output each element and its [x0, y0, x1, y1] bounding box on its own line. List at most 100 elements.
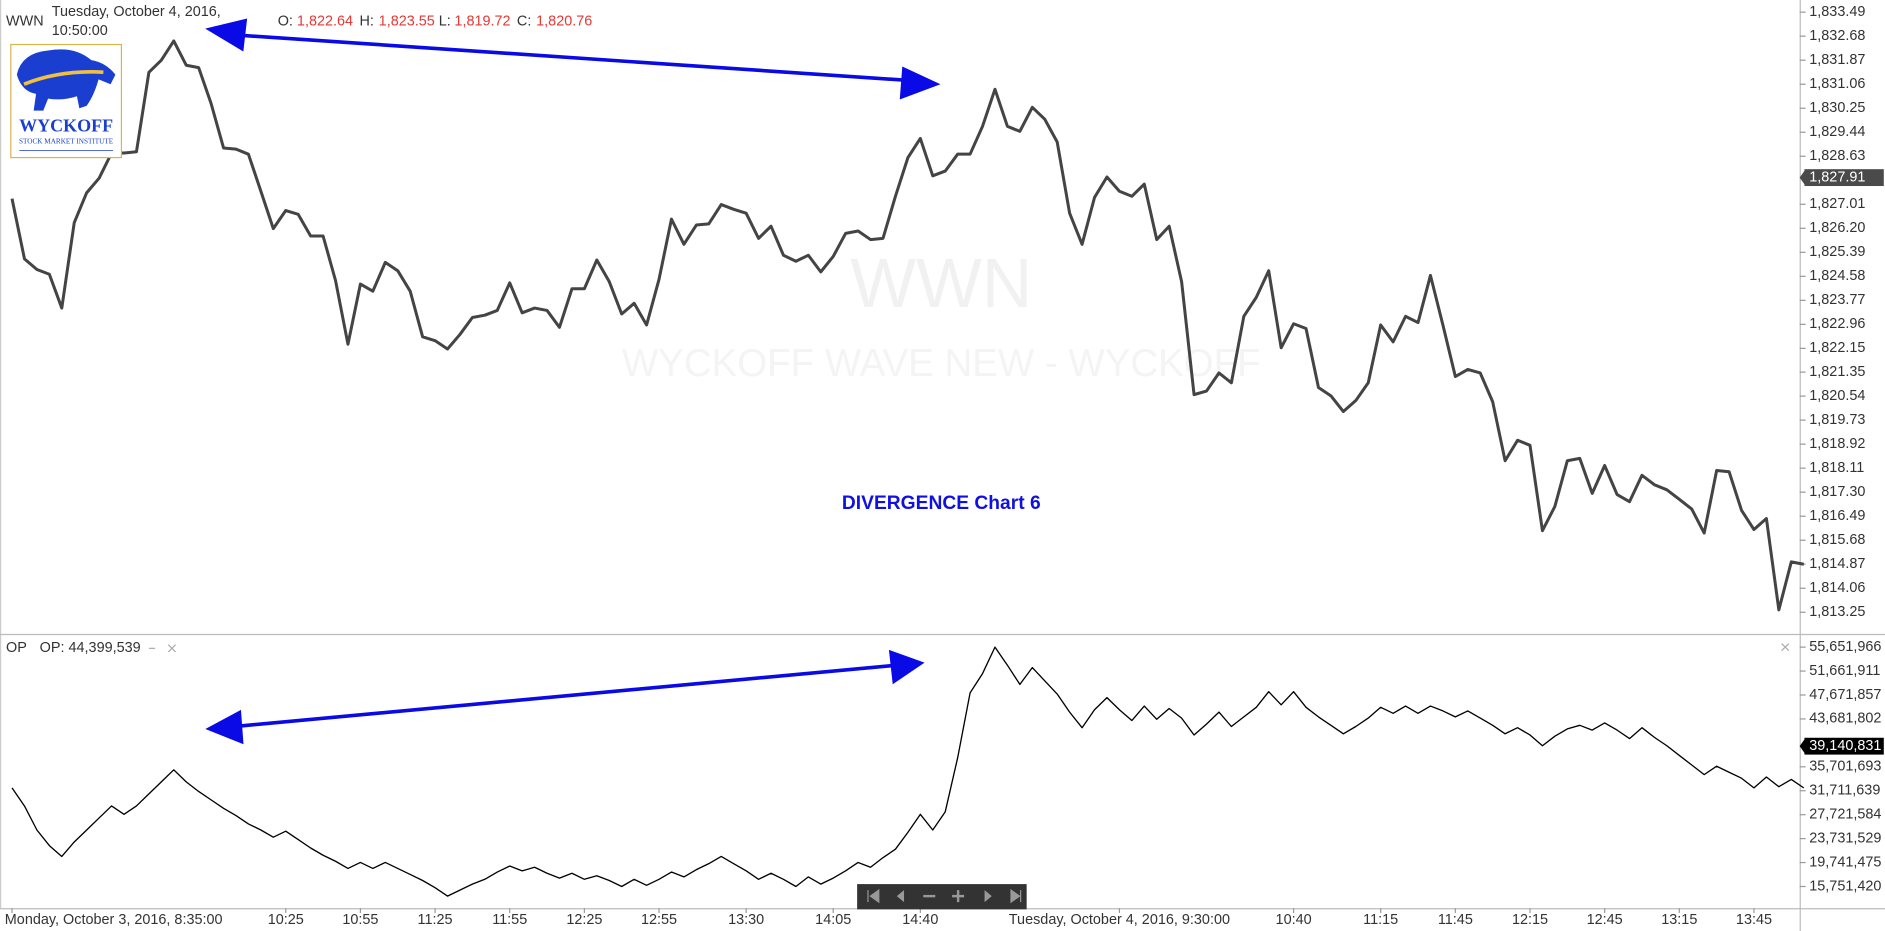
nav-zoom-in[interactable] — [952, 890, 965, 903]
nav-last[interactable] — [1010, 888, 1022, 904]
y-tick-label: 1,831.87 — [1809, 52, 1865, 68]
y-tick-label: 27,721,584 — [1809, 806, 1881, 822]
y-tick-label: 15,751,420 — [1809, 878, 1881, 894]
y-tick-label: 47,671,857 — [1809, 687, 1881, 703]
ohlc-value: 1,819.72 — [454, 13, 510, 29]
header-date: Tuesday, October 4, 2016, — [52, 4, 221, 20]
y-tick-label: 1,830.25 — [1809, 100, 1865, 116]
x-tick-label: 11:25 — [418, 912, 453, 928]
x-tick-label: 12:55 — [641, 912, 677, 928]
y-tick-label: 23,731,529 — [1809, 830, 1881, 846]
y-tick-label: 51,661,911 — [1809, 663, 1880, 679]
series-line — [11, 646, 1805, 897]
x-tick-label: Tuesday, October 4, 2016, 9:30:00 — [1009, 912, 1230, 928]
last-value-pointer — [1799, 169, 1806, 187]
nav-background — [857, 884, 1027, 910]
y-tick-label: 1,829.44 — [1809, 124, 1865, 140]
y-tick-label: 1,828.63 — [1809, 148, 1865, 164]
y-tick-label: 1,827.01 — [1809, 196, 1865, 212]
logo: WYCKOFF STOCK MARKET INSTITUTE — [10, 43, 123, 159]
nav-bar — [857, 884, 1027, 910]
last-value-box — [1804, 169, 1884, 187]
header-time: 10:50:00 — [52, 23, 108, 39]
x-tick-label: 11:15 — [1363, 912, 1398, 928]
y-tick-label: 55,651,966 — [1809, 639, 1881, 655]
y-tick-label: 1,820.54 — [1809, 388, 1865, 404]
plots: 1,833.49 1,832.68 1,831.87 1,831.06 1,830.25… — [5, 4, 1884, 928]
y-tick-label: 31,711,639 — [1809, 783, 1880, 799]
ohlc-value: 1,820.76 — [536, 13, 592, 29]
y-tick-label: 1,815.68 — [1809, 532, 1865, 548]
x-tick-label: 10:40 — [1276, 912, 1312, 928]
y-tick-label: 1,821.35 — [1809, 364, 1865, 380]
y-tick-label: 1,825.39 — [1809, 244, 1865, 260]
close-icon[interactable] — [1781, 643, 1790, 652]
x-tick-label: 11:55 — [492, 912, 527, 928]
y-tick-label: 1,822.96 — [1809, 316, 1865, 332]
arrow-head — [205, 18, 248, 52]
x-tick-label: 13:30 — [728, 912, 764, 928]
logo-stripe — [23, 70, 104, 86]
y-tick-label: 1,823.77 — [1809, 292, 1865, 308]
arrow-head — [888, 649, 925, 685]
x-tick-label: 13:15 — [1661, 912, 1697, 928]
ohlc-value: 1,823.55 — [379, 13, 435, 29]
x-tick-label: 10:55 — [342, 912, 378, 928]
x-tick-label: 10:25 — [268, 912, 304, 928]
indicator-reading: OP: 44,399,539 — [40, 640, 141, 656]
y-tick-label: 1,814.06 — [1809, 580, 1865, 596]
y-tick-label: 35,701,693 — [1809, 759, 1881, 775]
arrow-head — [205, 709, 244, 745]
arrows — [205, 18, 941, 745]
logo-name: WYCKOFF — [19, 116, 113, 136]
watermark-name: WYCKOFF WAVE NEW - WYCKOFF — [622, 342, 1261, 385]
arrow-line — [234, 663, 897, 729]
annotation: DIVERGENCE Chart 6 — [842, 493, 1041, 514]
x-tick-label: 14:05 — [815, 912, 851, 928]
x-tick-label: 11:45 — [1438, 912, 1473, 928]
last-value-pointer — [1799, 737, 1806, 755]
y-tick-label: 1,813.25 — [1809, 604, 1865, 620]
ohlc-label: H: — [359, 13, 373, 29]
symbol: WWN — [6, 13, 44, 29]
indicator-symbol: OP — [6, 640, 27, 656]
arrow-head — [899, 66, 941, 100]
nav-first[interactable] — [867, 888, 880, 904]
last-value-label: 1,827.91 — [1809, 169, 1865, 185]
ohlc-label: C: — [517, 13, 531, 29]
y-tick-label: 1,818.92 — [1809, 436, 1865, 452]
y-tick-label: 1,818.11 — [1809, 460, 1864, 476]
y-tick-label: 1,819.73 — [1809, 412, 1865, 428]
x-tick-label: 12:25 — [566, 912, 602, 928]
last-value-box — [1804, 737, 1884, 755]
nav-next[interactable] — [984, 890, 992, 903]
arrow-line — [234, 33, 912, 83]
x-tick-label: 13:45 — [1736, 912, 1772, 928]
y-tick-label: 1,832.68 — [1809, 28, 1865, 44]
y-tick-label: 19,741,475 — [1809, 854, 1881, 870]
x-tick-label: Monday, October 3, 2016, 8:35:00 — [5, 912, 223, 928]
ohlc-value: 1,822.64 — [297, 13, 353, 29]
x-tick-label: 12:45 — [1587, 912, 1623, 928]
series-line — [10, 39, 1805, 612]
y-tick-label: 1,814.87 — [1809, 556, 1865, 572]
last-value-label: 39,140,831 — [1809, 738, 1881, 754]
y-tick-label: 1,822.15 — [1809, 340, 1865, 356]
watermark-symbol: WWN — [850, 244, 1032, 322]
logo-bull — [16, 49, 116, 111]
y-tick-label: 1,831.06 — [1809, 76, 1865, 92]
y-tick-label: 1,817.30 — [1809, 484, 1865, 500]
logo-subtitle: STOCK MARKET INSTITUTE — [19, 138, 114, 146]
y-tick-label: 1,826.20 — [1809, 220, 1865, 236]
nav-prev[interactable] — [896, 890, 905, 903]
close-icon[interactable] — [167, 644, 176, 653]
x-tick-label: 14:40 — [902, 912, 938, 928]
ohlc-label: L: — [439, 13, 451, 29]
ohlc-label: O: — [278, 13, 293, 29]
y-tick-label: 43,681,802 — [1809, 711, 1881, 727]
y-tick-label: 1,816.49 — [1809, 508, 1865, 524]
x-tick-label: 12:15 — [1512, 912, 1548, 928]
